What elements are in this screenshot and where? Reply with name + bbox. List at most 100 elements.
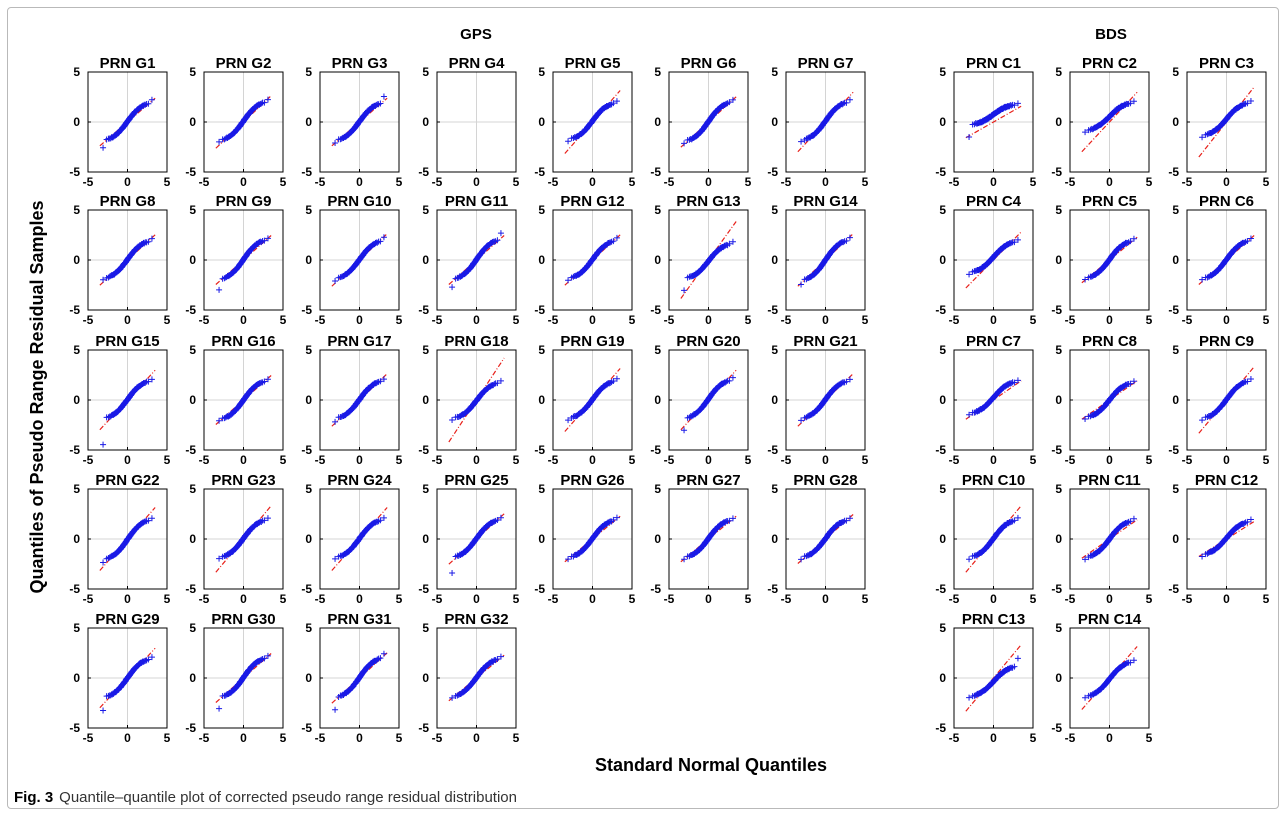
subplot-title: PRN G31 bbox=[327, 611, 391, 628]
x-tick-label: 0 bbox=[990, 175, 997, 189]
y-tick-label: 5 bbox=[189, 343, 196, 357]
y-tick-label: -5 bbox=[650, 443, 661, 457]
x-tick-label: 0 bbox=[356, 731, 363, 745]
sample-point bbox=[100, 144, 107, 151]
sample-point bbox=[261, 99, 268, 106]
x-tick-label: 5 bbox=[862, 313, 869, 327]
y-tick-label: 5 bbox=[422, 65, 429, 79]
x-tick-label: 0 bbox=[705, 175, 712, 189]
subplot-title: PRN G23 bbox=[211, 472, 275, 489]
x-tick-label: 5 bbox=[280, 313, 287, 327]
y-tick-label: 5 bbox=[73, 621, 80, 635]
sample-point bbox=[216, 138, 223, 145]
sample-point bbox=[332, 706, 339, 713]
y-tick-label: 0 bbox=[189, 671, 196, 685]
subplot-prn-g6: PRN G6-5 0 550-5 bbox=[650, 55, 751, 189]
subplot-prn-g29: PRN G29-5 0 550-5 bbox=[69, 611, 170, 745]
x-tick-label: 5 bbox=[513, 313, 520, 327]
x-tick-label: 5 bbox=[862, 175, 869, 189]
x-tick-label: -5 bbox=[199, 592, 210, 606]
subplot-prn-g5: PRN G5-5 0 550-5 bbox=[534, 55, 635, 189]
subplot-prn-g28: PRN G28-5 0 550-5 bbox=[767, 472, 868, 606]
y-tick-label: -5 bbox=[650, 303, 661, 317]
y-tick-label: 5 bbox=[73, 65, 80, 79]
sample-point bbox=[380, 93, 387, 100]
y-tick-label: 5 bbox=[771, 203, 778, 217]
y-tick-label: 0 bbox=[73, 393, 80, 407]
subplot-title: PRN G12 bbox=[560, 193, 624, 210]
sample-point bbox=[332, 140, 339, 147]
x-tick-label: -5 bbox=[315, 175, 326, 189]
y-tick-label: 0 bbox=[422, 393, 429, 407]
y-tick-label: 5 bbox=[305, 621, 312, 635]
x-tick-label: 5 bbox=[1030, 175, 1037, 189]
y-tick-label: 0 bbox=[189, 115, 196, 129]
x-tick-label: 5 bbox=[629, 175, 636, 189]
y-tick-label: -5 bbox=[767, 303, 778, 317]
x-tick-label: 0 bbox=[240, 731, 247, 745]
y-tick-label: 5 bbox=[654, 65, 661, 79]
sample-point bbox=[449, 569, 456, 576]
y-tick-label: -5 bbox=[301, 303, 312, 317]
sample-point bbox=[798, 281, 805, 288]
sample-point bbox=[377, 100, 384, 107]
y-tick-label: 5 bbox=[538, 482, 545, 496]
x-tick-label: 0 bbox=[473, 313, 480, 327]
x-tick-label: 0 bbox=[822, 175, 829, 189]
y-tick-label: -5 bbox=[418, 303, 429, 317]
x-tick-label: 0 bbox=[124, 453, 131, 467]
x-tick-label: -5 bbox=[83, 453, 94, 467]
y-tick-label: 5 bbox=[305, 203, 312, 217]
y-tick-label: 5 bbox=[939, 65, 946, 79]
subplot-prn-g24: PRN G24-5 0 550-5 bbox=[301, 472, 402, 606]
y-tick-label: 0 bbox=[771, 253, 778, 267]
y-tick-label: 0 bbox=[73, 532, 80, 546]
subplot-prn-g32: PRN G32-5 0 550-5 bbox=[418, 611, 519, 745]
subplot-prn-g27: PRN G27-5 0 550-5 bbox=[650, 472, 751, 606]
sample-point bbox=[142, 101, 149, 108]
x-tick-label: -5 bbox=[315, 592, 326, 606]
subplot-prn-g7: PRN G7-5 0 550-5 bbox=[767, 55, 868, 189]
y-tick-label: 5 bbox=[538, 343, 545, 357]
y-tick-label: 0 bbox=[189, 253, 196, 267]
y-tick-label: -5 bbox=[650, 165, 661, 179]
x-tick-label: 5 bbox=[280, 731, 287, 745]
y-tick-label: -5 bbox=[69, 165, 80, 179]
y-tick-label: -5 bbox=[534, 443, 545, 457]
subplot-title: PRN G9 bbox=[216, 193, 272, 210]
subplot-title: PRN G16 bbox=[211, 333, 275, 350]
subplot-title: PRN G5 bbox=[565, 55, 621, 72]
y-tick-label: 5 bbox=[189, 65, 196, 79]
subplot-title: PRN G17 bbox=[327, 333, 391, 350]
subplot-title: PRN G15 bbox=[95, 333, 159, 350]
y-tick-label: 5 bbox=[189, 482, 196, 496]
x-tick-label: 0 bbox=[240, 592, 247, 606]
subplot-title: PRN G27 bbox=[676, 472, 740, 489]
x-tick-label: 5 bbox=[629, 313, 636, 327]
x-tick-label: 0 bbox=[240, 313, 247, 327]
subplot-title: PRN C1 bbox=[966, 55, 1021, 72]
x-tick-label: -5 bbox=[199, 731, 210, 745]
y-tick-label: 5 bbox=[538, 203, 545, 217]
sample-point bbox=[449, 284, 456, 291]
y-tick-label: -5 bbox=[301, 582, 312, 596]
sample-point bbox=[449, 417, 456, 424]
bds-group-label: BDS bbox=[1095, 26, 1127, 43]
subplot-title: PRN G14 bbox=[793, 193, 858, 210]
subplot-prn-g3: PRN G3-5 0 550-5 bbox=[301, 55, 402, 189]
x-tick-label: 5 bbox=[629, 592, 636, 606]
x-tick-label: 5 bbox=[280, 592, 287, 606]
y-tick-label: 0 bbox=[654, 253, 661, 267]
x-tick-label: -5 bbox=[199, 175, 210, 189]
x-tick-label: 5 bbox=[164, 592, 171, 606]
x-tick-label: 0 bbox=[589, 592, 596, 606]
gps-group-label: GPS bbox=[460, 26, 492, 43]
y-tick-label: 5 bbox=[73, 343, 80, 357]
y-tick-label: 5 bbox=[189, 621, 196, 635]
y-tick-label: 5 bbox=[422, 343, 429, 357]
sample-markers bbox=[100, 96, 155, 151]
subplot-title: PRN G18 bbox=[444, 333, 508, 350]
x-tick-label: 0 bbox=[124, 731, 131, 745]
subplot-title: PRN G13 bbox=[676, 193, 740, 210]
